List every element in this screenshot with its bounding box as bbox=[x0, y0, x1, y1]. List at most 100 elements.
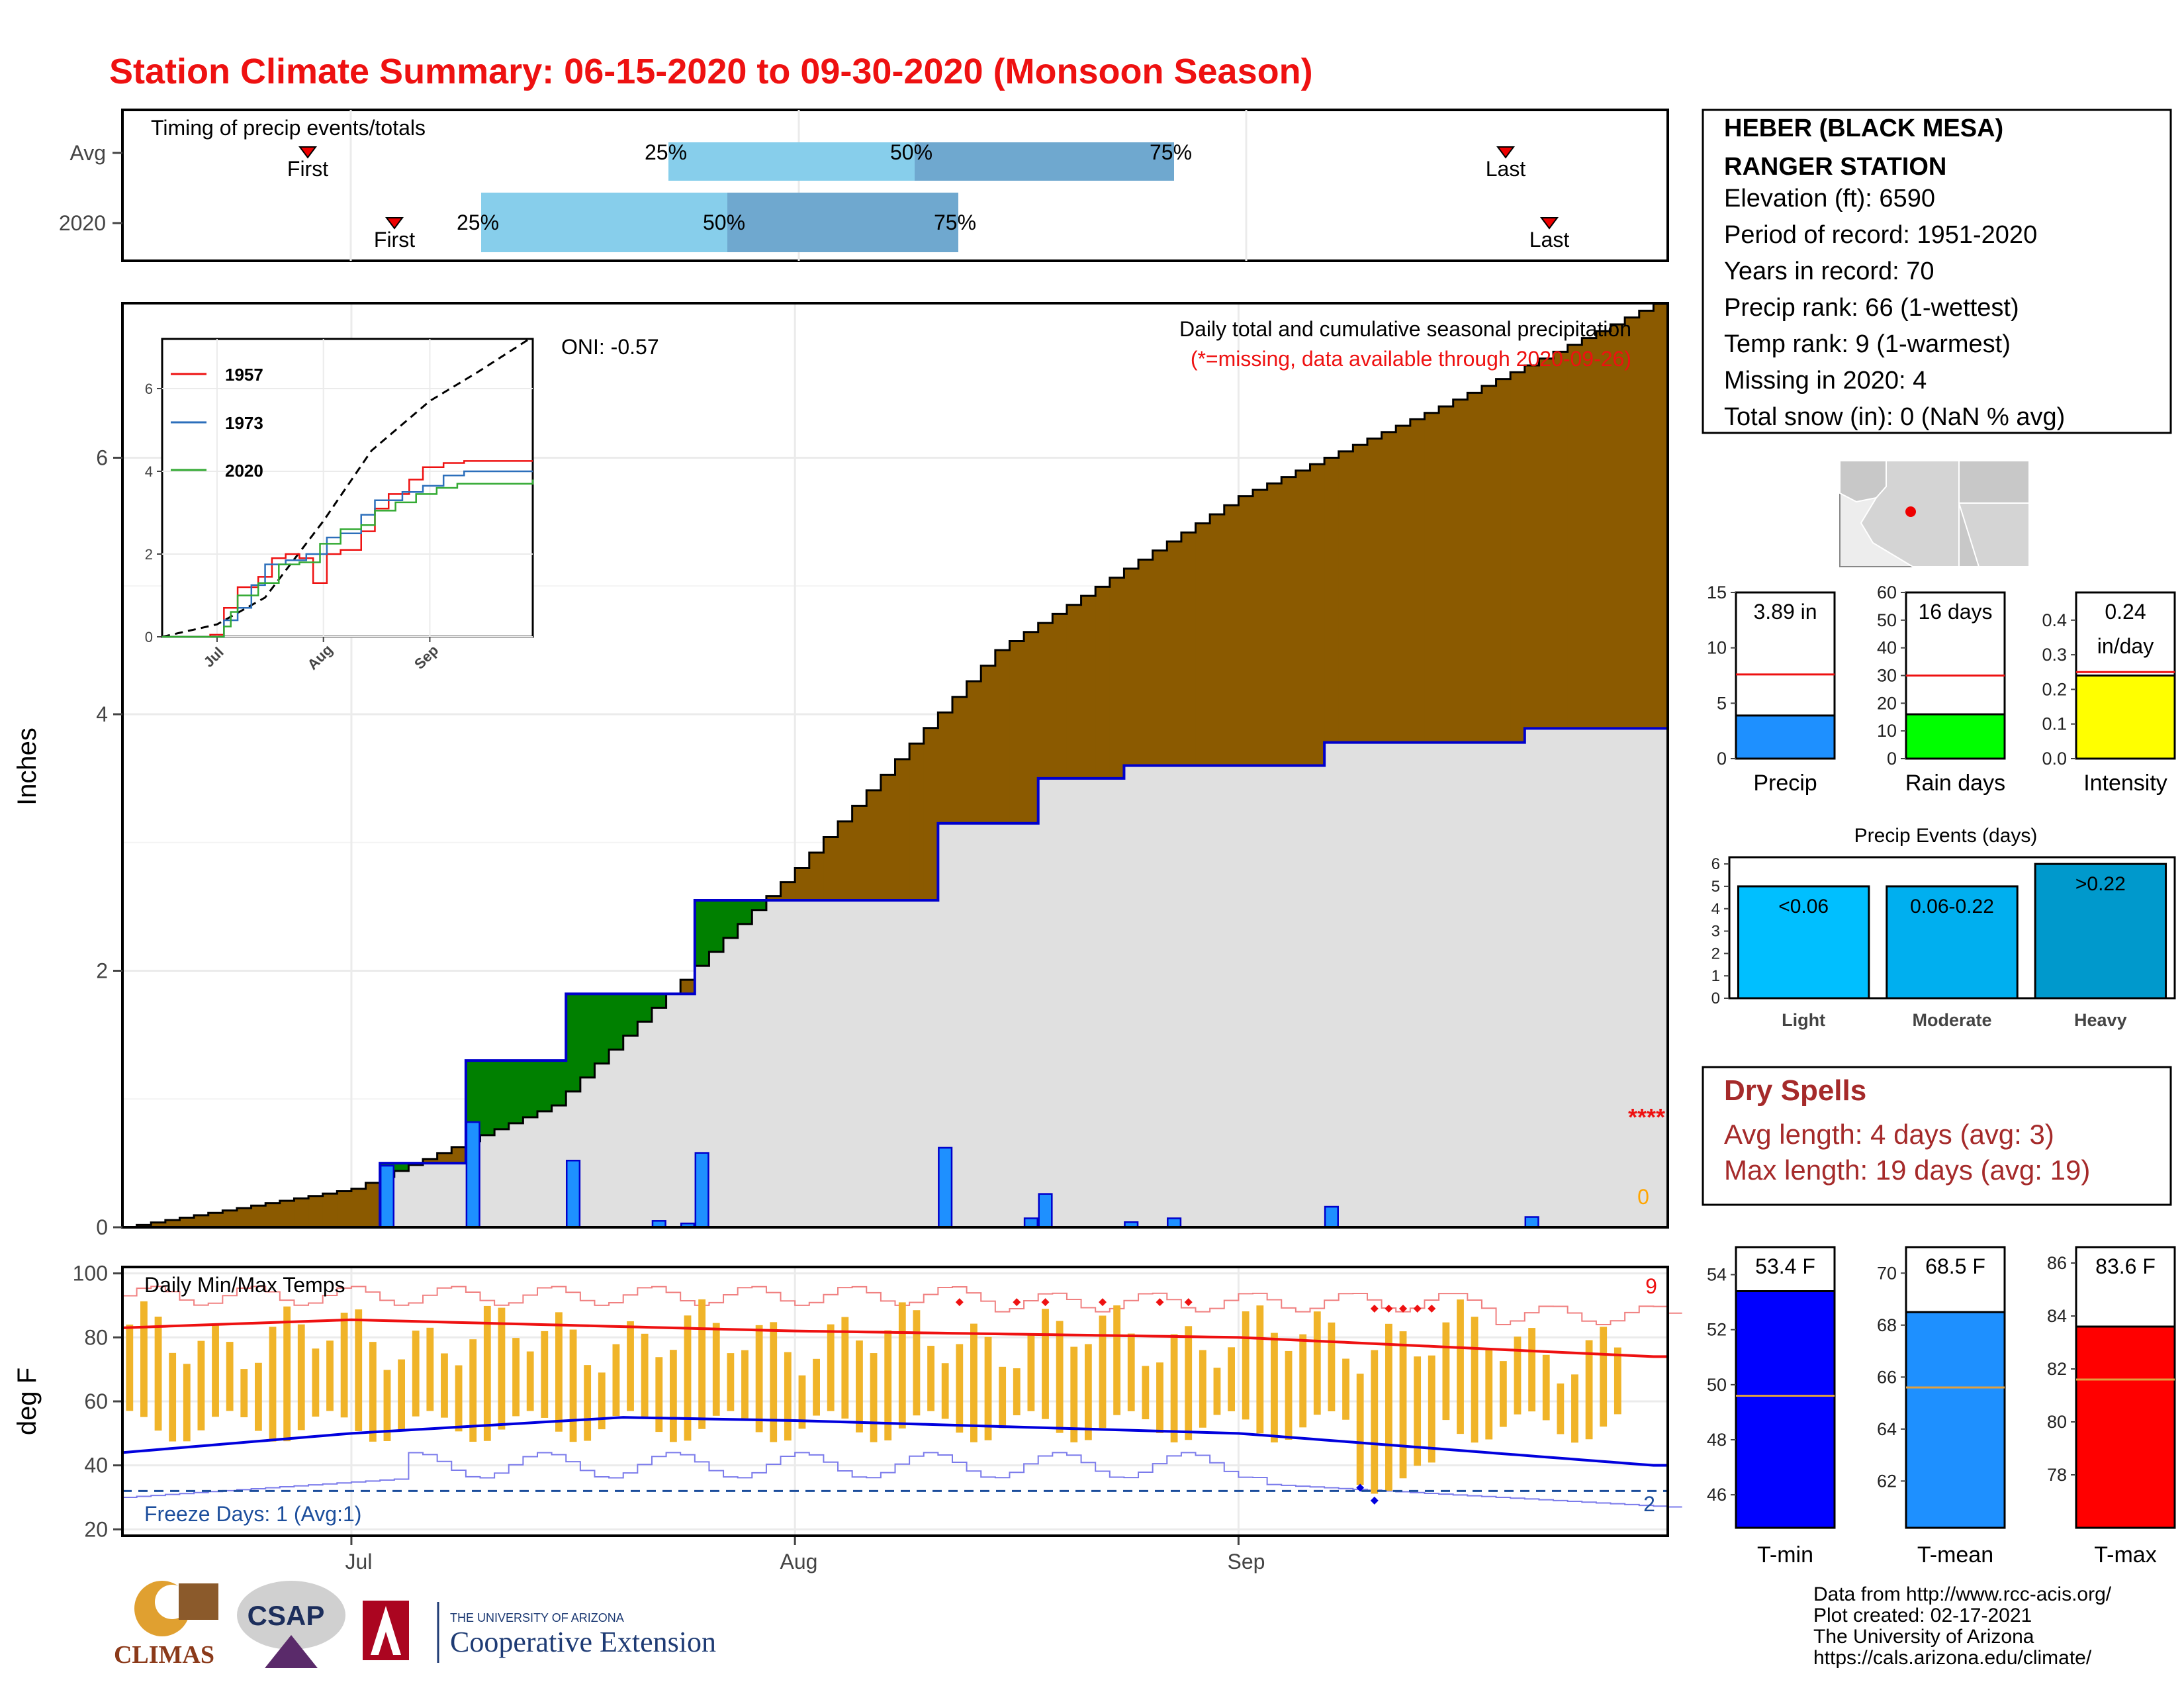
daily-temp-bar bbox=[956, 1344, 964, 1433]
daily-temp-bar bbox=[398, 1359, 406, 1430]
daily-temp-bar bbox=[326, 1340, 334, 1411]
deficit-band bbox=[995, 650, 1011, 823]
daily-temp-bar bbox=[1585, 1340, 1593, 1440]
avg-max-temp-line bbox=[122, 1318, 1668, 1358]
y-tick-label: 20 bbox=[1877, 693, 1897, 713]
avg-last-marker bbox=[1496, 146, 1515, 159]
record-high-marker bbox=[1184, 1298, 1193, 1307]
deficit-band bbox=[1653, 304, 1668, 729]
daily-temp-bar bbox=[498, 1307, 506, 1430]
daily-temp-bar bbox=[1027, 1335, 1035, 1411]
surplus-band bbox=[651, 994, 667, 1008]
y-tick-label: 0 bbox=[1887, 749, 1897, 769]
2020-p75: 75% bbox=[934, 211, 976, 234]
avg-early-bar bbox=[668, 142, 915, 181]
deficit-band bbox=[1381, 432, 1396, 743]
avg-first-marker bbox=[298, 146, 317, 159]
main-y-axis: 0 2 4 6 bbox=[96, 446, 122, 1239]
daily-temp-bar bbox=[1285, 1350, 1293, 1440]
daily-temp-bar bbox=[426, 1327, 434, 1411]
daily-temp-bar bbox=[1457, 1299, 1464, 1434]
daily-temp-bar bbox=[369, 1342, 377, 1442]
climas-logo: CLIMAS bbox=[114, 1581, 218, 1669]
deficit-band bbox=[308, 1196, 324, 1227]
timing-row-2020: 2020 bbox=[59, 211, 106, 235]
deficit-band bbox=[1625, 317, 1640, 729]
record-high-marker bbox=[1370, 1304, 1379, 1313]
summary-chart-precip: 0 5 10 15 3.89 in Precip bbox=[1707, 583, 1836, 796]
daily-temp-bar bbox=[1113, 1305, 1121, 1415]
deficit-band bbox=[1052, 614, 1068, 778]
cumulative-2020-line bbox=[122, 727, 1668, 1229]
daily-temp-bar bbox=[1142, 1366, 1150, 1420]
y-tick-label: 4 bbox=[96, 702, 108, 726]
daily-temp-bar bbox=[669, 1350, 677, 1442]
deficit-band bbox=[880, 774, 896, 900]
station-line-temp-rank: Temp rank: 9 (1-warmest) bbox=[1724, 330, 2011, 358]
value-label: 16 days bbox=[1918, 600, 1992, 624]
daily-temp-bar bbox=[841, 1317, 849, 1419]
deficit-band bbox=[1281, 477, 1297, 766]
events-title: Precip Events (days) bbox=[1854, 825, 2038, 847]
surplus-band bbox=[537, 1060, 553, 1111]
temp-summary-t-min: 46 48 50 52 54 53.4 F T-min bbox=[1707, 1246, 1836, 1568]
missing-note: (*=missing, data available through 2020-… bbox=[1191, 347, 1631, 371]
inset-y-label: 6 bbox=[145, 381, 153, 397]
temp-label: Daily Min/Max Temps bbox=[144, 1273, 345, 1297]
deficit-band bbox=[1324, 457, 1340, 743]
footer-line-3: The University of Arizona bbox=[1813, 1626, 2034, 1648]
daily-temp-bar bbox=[383, 1370, 391, 1441]
y-tick-label: 6 bbox=[96, 446, 108, 470]
deficit-band bbox=[1253, 489, 1268, 766]
deficit-band bbox=[1410, 419, 1426, 743]
daily-temp-bar bbox=[1170, 1334, 1178, 1442]
surplus-band bbox=[752, 900, 767, 910]
y-tick-label: 78 bbox=[2047, 1465, 2067, 1485]
deficit-band bbox=[1510, 372, 1525, 743]
chart-name: T-mean bbox=[1917, 1542, 1993, 1568]
daily-temp-bar bbox=[1557, 1383, 1565, 1434]
daily-temp-bar bbox=[970, 1323, 978, 1442]
deficit-band bbox=[365, 1182, 381, 1227]
cumulative-areas bbox=[122, 303, 1668, 1229]
daily-temp-bar bbox=[727, 1353, 735, 1411]
deficit-band bbox=[1453, 399, 1468, 743]
temp-y-label: 40 bbox=[84, 1454, 108, 1477]
value-bar bbox=[1905, 713, 2006, 760]
record-high-marker bbox=[1413, 1304, 1422, 1313]
event-category-label: Heavy bbox=[2074, 1010, 2127, 1030]
daily-precip-bar bbox=[565, 1160, 581, 1229]
daily-temp-bar bbox=[999, 1366, 1007, 1429]
locator-map bbox=[1839, 460, 2030, 567]
chart-name: Intensity bbox=[2083, 771, 2167, 796]
deficit-band bbox=[838, 821, 853, 900]
deficit-band bbox=[1295, 470, 1311, 766]
timing-row-avg: Avg bbox=[69, 141, 106, 165]
daily-temp-bar bbox=[283, 1306, 291, 1442]
daily-precip-bar bbox=[938, 1147, 953, 1229]
inset-y-label: 0 bbox=[145, 629, 153, 645]
surplus-band bbox=[523, 1060, 538, 1117]
inset-analog-line bbox=[162, 470, 533, 638]
daily-precip-bar bbox=[1038, 1193, 1053, 1229]
daily-precip-bar bbox=[1524, 1216, 1539, 1229]
y-tick-label: 52 bbox=[1707, 1320, 1727, 1340]
events-y-label: 4 bbox=[1711, 900, 1720, 918]
daily-temp-bar bbox=[1442, 1322, 1450, 1421]
deficit-band bbox=[1582, 338, 1597, 729]
deficit-band bbox=[938, 712, 953, 823]
daily-temp-bar bbox=[1399, 1331, 1407, 1479]
daily-temp-bar bbox=[1213, 1368, 1221, 1415]
dry-spells-avg: Avg length: 4 days (avg: 3) bbox=[1724, 1119, 2054, 1150]
deficit-band bbox=[1524, 365, 1540, 729]
deficit-band bbox=[1596, 331, 1612, 729]
daily-temp-bar bbox=[469, 1339, 477, 1442]
daily-temp-bar bbox=[526, 1351, 534, 1411]
precip-events-chart: Precip Events (days) 0 1 2 3 4 5 6 <0.06 Light 0.… bbox=[1711, 825, 2176, 1030]
deficit-band bbox=[322, 1194, 338, 1227]
daily-temp-bar bbox=[770, 1322, 778, 1442]
deficit-band bbox=[1539, 358, 1554, 729]
record-high-marker bbox=[1385, 1304, 1393, 1313]
daily-temp-bar bbox=[698, 1299, 706, 1429]
